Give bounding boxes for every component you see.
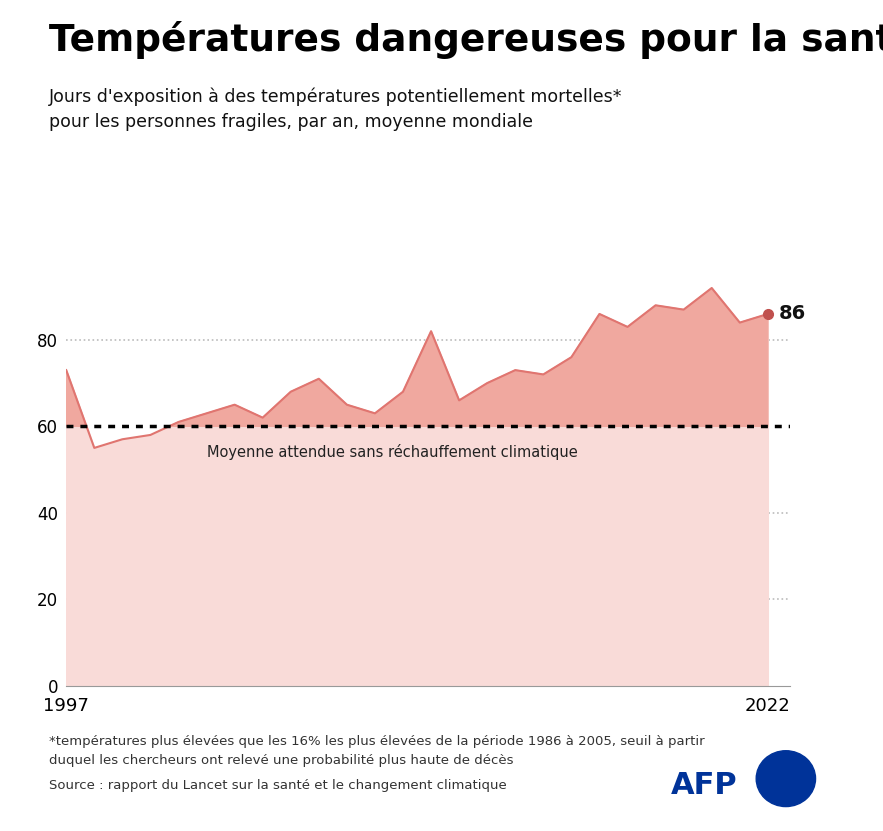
Text: *températures plus élevées que les 16% les plus élevées de la période 1986 à 200: *températures plus élevées que les 16% l… bbox=[49, 735, 704, 749]
Text: Températures dangereuses pour la santé: Températures dangereuses pour la santé bbox=[49, 21, 883, 59]
Text: 86: 86 bbox=[779, 304, 806, 323]
Circle shape bbox=[756, 750, 816, 807]
Text: AFP: AFP bbox=[671, 771, 737, 799]
Text: Source : rapport du Lancet sur la santé et le changement climatique: Source : rapport du Lancet sur la santé … bbox=[49, 779, 506, 793]
Text: Moyenne attendue sans réchauffement climatique: Moyenne attendue sans réchauffement clim… bbox=[207, 444, 577, 460]
Text: duquel les chercheurs ont relevé une probabilité plus haute de décès: duquel les chercheurs ont relevé une pro… bbox=[49, 754, 513, 767]
Text: Jours d'exposition à des températures potentiellement mortelles*
pour les person: Jours d'exposition à des températures po… bbox=[49, 87, 622, 130]
